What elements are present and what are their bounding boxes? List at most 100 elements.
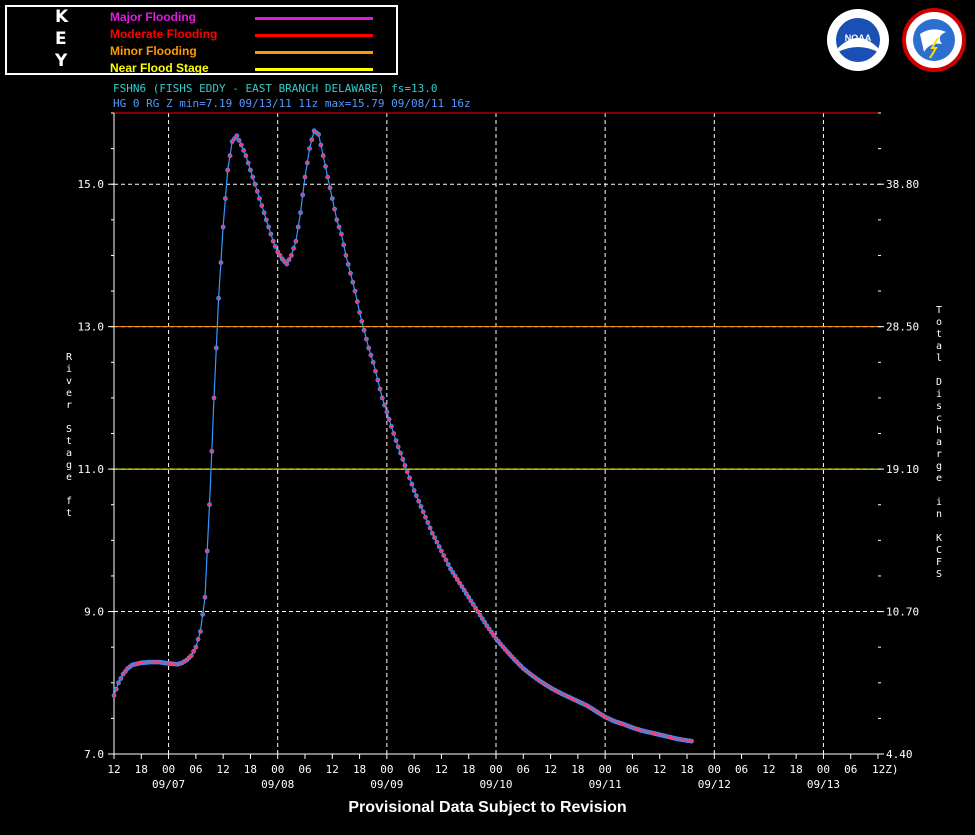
stage-point	[300, 192, 306, 198]
axis-title-char: S	[65, 424, 73, 435]
axis-title-char: e	[65, 388, 73, 399]
x-hour-label: 00	[162, 763, 175, 776]
stage-point	[325, 174, 331, 180]
stage-point	[479, 616, 485, 622]
stage-point	[200, 612, 206, 617]
axis-title-char	[932, 521, 946, 533]
axis-title-char: c	[935, 413, 943, 424]
stage-point	[477, 612, 483, 618]
axis-title-char: a	[935, 437, 943, 448]
x-day-label: 09/09	[370, 778, 403, 791]
x-hour-label: 12	[217, 763, 230, 776]
stage-point	[216, 295, 222, 301]
key-moderate-swatch	[255, 34, 373, 37]
axis-title-char: t	[65, 508, 73, 519]
axis-title-char: f	[65, 496, 73, 507]
axis-title-char	[62, 412, 76, 424]
axis-title-char: e	[935, 473, 943, 484]
svg-text:NOAA: NOAA	[845, 33, 872, 43]
key-minor-label: Minor Flooding	[110, 44, 197, 58]
stage-point	[329, 196, 335, 201]
stage-point	[211, 395, 217, 401]
x-hour-label: 12Z)	[872, 763, 899, 776]
stage-point	[393, 438, 399, 444]
stage-point	[366, 345, 372, 351]
axis-title-char: r	[65, 400, 73, 411]
axis-title-char: D	[935, 377, 943, 388]
minmax-header: HG 0 RG Z min=7.19 09/13/11 11z max=15.7…	[113, 97, 471, 110]
stage-point	[411, 488, 417, 493]
stage-point	[398, 450, 403, 456]
axis-title-char: a	[65, 448, 73, 459]
axis-title-char: e	[65, 472, 73, 483]
stage-point	[327, 185, 333, 191]
stage-point	[245, 160, 251, 166]
axis-title-char: S	[935, 569, 943, 580]
axis-title-char: i	[65, 364, 73, 375]
key-near-label: Near Flood Stage	[110, 61, 209, 75]
axis-title-char: R	[65, 352, 73, 363]
stage-point	[261, 210, 267, 216]
stage-point	[457, 580, 463, 586]
stage-point	[316, 131, 322, 137]
x-hour-label: 18	[353, 763, 366, 776]
stage-point	[463, 591, 469, 597]
stage-point	[466, 594, 472, 600]
stage-point	[382, 402, 388, 408]
y2-tick-label: 28.50	[886, 321, 919, 334]
y2-tick-label: 10.70	[886, 606, 919, 619]
axis-title-char: K	[935, 533, 943, 544]
stage-point	[468, 598, 474, 604]
stage-point	[298, 210, 303, 216]
stage-point	[263, 217, 269, 223]
stage-point	[429, 530, 435, 536]
axis-title-char: l	[935, 353, 943, 364]
stage-point	[338, 231, 344, 237]
stage-point	[357, 309, 363, 315]
stage-point	[284, 261, 290, 267]
stage-point	[259, 203, 265, 209]
stage-point	[343, 252, 349, 258]
flood-threshold-lines	[114, 112, 878, 470]
nws-logo-icon	[902, 8, 966, 72]
stage-point	[291, 245, 297, 251]
stage-point	[425, 520, 431, 525]
stage-point	[193, 644, 199, 650]
stage-point	[486, 626, 492, 632]
stage-point	[416, 498, 422, 504]
stage-point	[222, 196, 228, 201]
stage-point	[348, 270, 353, 276]
stage-point	[388, 423, 394, 429]
stage-point	[272, 244, 278, 249]
x-day-label: 09/07	[152, 778, 185, 791]
stage-point	[323, 163, 328, 169]
stage-point	[352, 288, 358, 294]
x-hour-label: 18	[244, 763, 257, 776]
stage-point	[293, 238, 299, 244]
key-near-swatch	[255, 68, 373, 71]
axis-title-char: t	[65, 436, 73, 447]
axis-title-char: i	[935, 389, 943, 400]
stage-point	[345, 261, 351, 267]
stage-point	[359, 318, 365, 324]
stage-point	[318, 142, 324, 148]
axis-title-char	[932, 365, 946, 377]
axis-title-char: g	[65, 460, 73, 471]
key-major-label: Major Flooding	[110, 10, 196, 24]
x-hour-label: 06	[298, 763, 311, 776]
stage-point	[295, 224, 301, 230]
stage-point	[250, 174, 256, 180]
grid-lines	[114, 113, 878, 754]
stage-point	[418, 504, 424, 509]
stage-point	[413, 493, 419, 499]
stage-point	[363, 336, 369, 342]
stage-point	[195, 636, 201, 642]
x-hour-label: 00	[489, 763, 502, 776]
stage-point	[307, 146, 312, 152]
x-day-label: 09/08	[261, 778, 294, 791]
x-hour-label: 12	[762, 763, 775, 776]
stage-point	[395, 444, 401, 450]
x-hour-label: 06	[844, 763, 857, 776]
x-hour-label: 06	[735, 763, 748, 776]
x-hour-label: 00	[708, 763, 721, 776]
